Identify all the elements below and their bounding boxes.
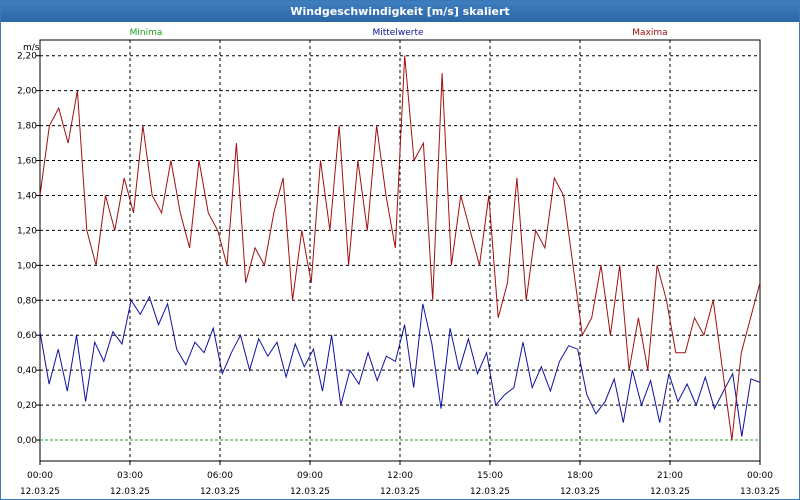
x-tick-time: 21:00 <box>657 471 683 481</box>
x-tick-date: 12.03.25 <box>110 487 150 497</box>
x-tick-time: 03:00 <box>117 471 143 481</box>
series-line-mittelwerte <box>39 295 761 437</box>
x-tick-date: 12.03.25 <box>200 487 240 497</box>
y-axis-unit-label: m/s <box>23 43 40 53</box>
x-tick-date: 12.03.25 <box>470 487 510 497</box>
x-tick-date: 12.03.25 <box>380 487 420 497</box>
legend-entry-minima: Minima <box>130 28 163 38</box>
x-tick-time: 09:00 <box>297 471 323 481</box>
x-tick-time: 12:00 <box>387 471 413 481</box>
legend-entry-maxima: Maxima <box>632 28 667 38</box>
y-tick-label: 1,00 <box>17 261 37 271</box>
series-line-maxima <box>39 55 761 441</box>
x-tick-date: 12.03.25 <box>20 487 60 497</box>
x-tick-time: 00:00 <box>27 471 53 481</box>
x-tick-time: 18:00 <box>567 471 593 481</box>
chart-title: Windgeschwindigkeit [m/s] skaliert <box>1 1 799 22</box>
y-tick-label: 0,80 <box>17 296 37 306</box>
y-tick-label: 0,20 <box>17 401 37 411</box>
x-tick-date: 12.03.25 <box>650 487 690 497</box>
x-tick-date: 13.03.25 <box>740 487 780 497</box>
legend-entry-mittelwerte: Mittelwerte <box>372 28 423 38</box>
x-tick-time: 00:00 <box>747 471 773 481</box>
y-tick-label: 2,00 <box>17 87 37 97</box>
y-tick-label: 2,20 <box>17 52 37 62</box>
y-tick-label: 1,40 <box>17 191 37 201</box>
y-tick-label: 0,60 <box>17 331 37 341</box>
x-tick-time: 06:00 <box>207 471 233 481</box>
x-tick-date: 12.03.25 <box>290 487 330 497</box>
x-tick-date: 12.03.25 <box>560 487 600 497</box>
y-tick-label: 1,80 <box>17 122 37 132</box>
y-tick-label: 1,60 <box>17 157 37 167</box>
y-tick-label: 1,20 <box>17 226 37 236</box>
y-tick-label: 0,40 <box>17 366 37 376</box>
y-tick-label: 0,00 <box>17 436 37 446</box>
x-tick-time: 15:00 <box>477 471 503 481</box>
